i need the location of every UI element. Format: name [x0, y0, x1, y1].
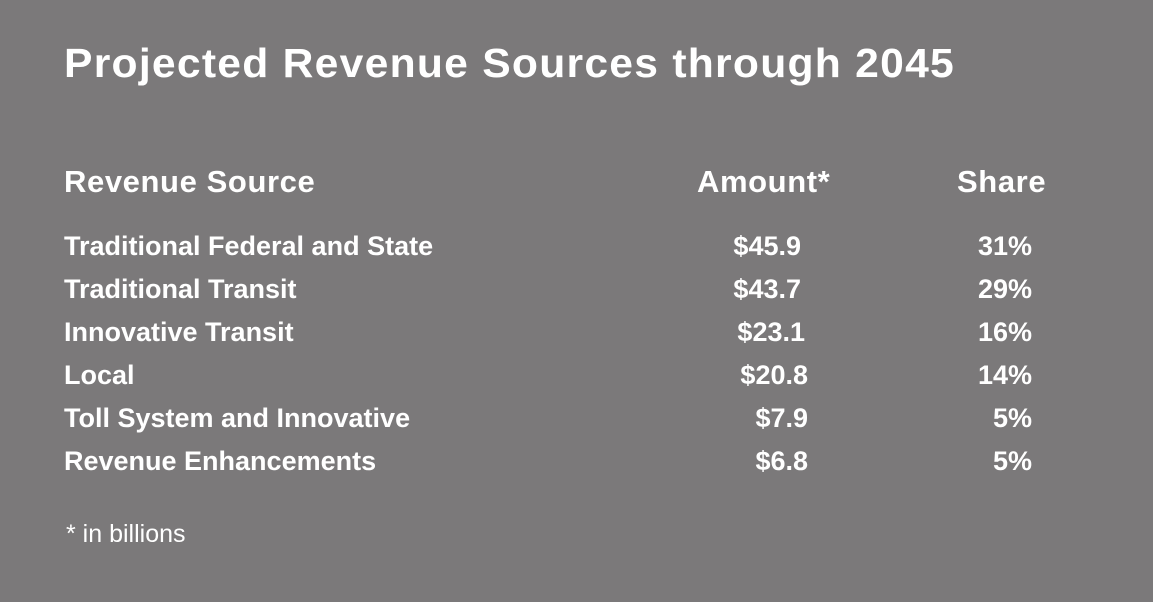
cell-share: 14%	[977, 360, 1032, 390]
cell-share: 29%	[977, 274, 1032, 304]
cell-amount: $6.8	[755, 446, 808, 476]
cell-source: Revenue Enhancements	[64, 446, 377, 476]
table-row: Revenue Enhancements $6.8 5%	[0, 445, 1153, 488]
cell-source: Toll System and Innovative	[64, 403, 411, 433]
cell-share: 31%	[977, 231, 1032, 261]
table-row: Traditional Federal and State $45.9 31%	[0, 230, 1153, 273]
table-row: Traditional Transit $43.7 29%	[0, 273, 1153, 316]
cell-source: Traditional Federal and State	[64, 231, 434, 261]
cell-source: Local	[64, 360, 135, 390]
cell-amount: $45.9	[733, 231, 801, 261]
footnote: * in billions	[66, 520, 186, 548]
page-title: Projected Revenue Sources through 2045	[64, 40, 956, 86]
cell-source: Traditional Transit	[64, 274, 297, 304]
cell-share: 5%	[992, 403, 1032, 433]
column-header-share: Share	[957, 164, 1047, 199]
table-row: Local $20.8 14%	[0, 359, 1153, 402]
column-header-source: Revenue Source	[64, 164, 316, 199]
cell-source: Innovative Transit	[64, 317, 294, 347]
cell-amount: $20.8	[740, 360, 808, 390]
cell-amount: $23.1	[737, 317, 805, 347]
cell-amount: $43.7	[733, 274, 801, 304]
cell-amount: $7.9	[755, 403, 808, 433]
cell-share: 16%	[977, 317, 1032, 347]
column-header-amount: Amount*	[697, 164, 831, 199]
table-row: Toll System and Innovative $7.9 5%	[0, 402, 1153, 445]
cell-share: 5%	[992, 446, 1032, 476]
table-row: Innovative Transit $23.1 16%	[0, 316, 1153, 359]
